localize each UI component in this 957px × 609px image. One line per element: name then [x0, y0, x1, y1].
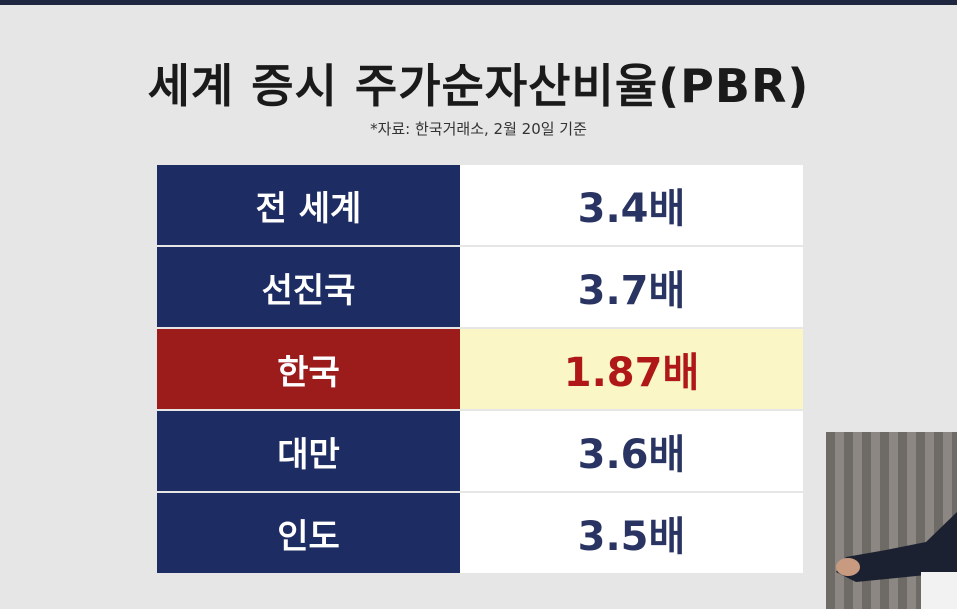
inset-image [836, 512, 957, 609]
top-bar [0, 0, 957, 5]
row-value: 3.5배 [460, 493, 803, 573]
table-row: 한국 1.87배 [157, 329, 803, 409]
table-row: 대만 3.6배 [157, 411, 803, 491]
table: 전 세계 3.4배 선진국 3.7배 한국 1.87배 대만 3.6배 인도 3.5배 [157, 165, 803, 575]
title: 세계 증시 주가순자산비율(PBR) [147, 59, 810, 113]
row-label: 대만 [157, 411, 460, 491]
table-row: 전 세계 3.4배 [157, 165, 803, 245]
row-value: 3.7배 [460, 247, 803, 327]
source-note: *자료: 한국거래소, 2월 20일 기준 [370, 120, 587, 138]
table-row: 선진국 3.7배 [157, 247, 803, 327]
table-row: 인도 3.5배 [157, 493, 803, 573]
row-label: 전 세계 [157, 165, 460, 245]
row-label: 한국 [157, 329, 460, 409]
row-value: 3.4배 [460, 165, 803, 245]
row-value: 3.6배 [460, 411, 803, 491]
row-value: 1.87배 [460, 329, 803, 409]
video-inset [826, 432, 957, 609]
row-label: 선진국 [157, 247, 460, 327]
row-label: 인도 [157, 493, 460, 573]
